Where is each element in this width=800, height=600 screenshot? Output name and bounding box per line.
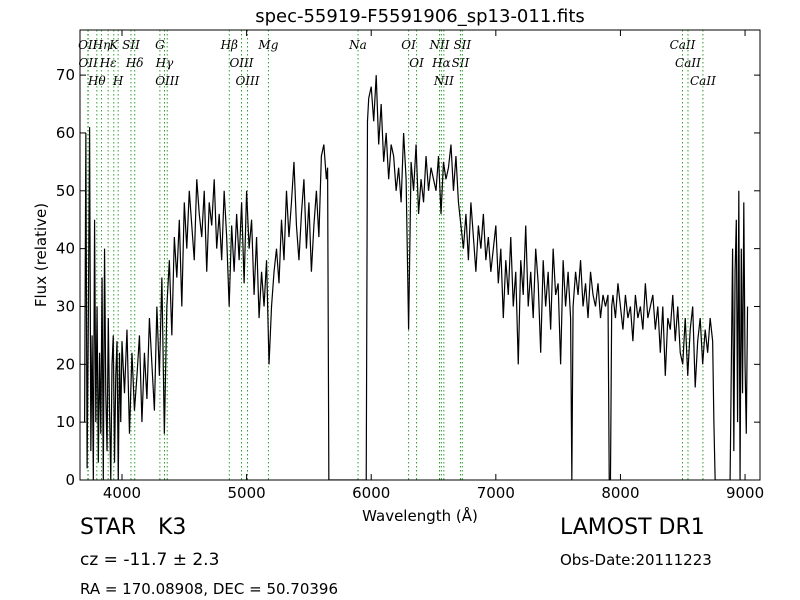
spectral-line-label: G — [155, 38, 165, 52]
spectral-line-label: Hγ — [155, 56, 174, 70]
x-tick-label: 6000 — [352, 484, 390, 502]
spectral-line-label: SII — [453, 38, 471, 52]
spectral-line-label: OIII — [229, 56, 253, 70]
y-tick-label: 30 — [56, 297, 75, 315]
spectral-line-label: Hδ — [125, 56, 144, 70]
plot-frame — [79, 29, 761, 481]
y-tick-label: 20 — [56, 355, 75, 373]
spectral-line-label: OI — [401, 38, 416, 52]
object-subclass: K3 — [158, 515, 186, 540]
spectral-line-label: OII — [79, 56, 99, 70]
y-tick-label: 50 — [56, 182, 75, 200]
x-tick-label: 5000 — [228, 484, 266, 502]
x-tick-label: 8000 — [601, 484, 639, 502]
spectral-line-label: Hη — [92, 38, 111, 52]
spectral-line-label: SII — [452, 56, 470, 70]
survey: LAMOST DR1 — [560, 515, 705, 540]
plot-area — [84, 75, 749, 480]
x-tick-label: 9000 — [726, 484, 764, 502]
spectral-line-label: OIII — [155, 74, 179, 88]
spectral-line-label: CaII — [690, 74, 716, 88]
object-class: STAR — [80, 515, 136, 540]
spectral-line-label: NII — [433, 74, 454, 88]
spectral-line-label: OI — [409, 56, 424, 70]
spectral-line-label: CaII — [675, 56, 701, 70]
y-tick-label: 10 — [56, 413, 75, 431]
y-tick-label: 0 — [65, 471, 75, 489]
obs-date: Obs-Date:20111223 — [560, 551, 712, 569]
y-tick-label: 40 — [56, 240, 75, 258]
spectral-line-label: Mg — [257, 38, 278, 52]
spectral-line-label: CaII — [670, 38, 696, 52]
y-tick-label: 70 — [56, 66, 75, 84]
spectral-line-label: Na — [348, 38, 367, 52]
spectral-line-label: Hε — [99, 56, 117, 70]
x-axis-label: Wavelength (Å) — [362, 506, 478, 525]
spectrum-line — [84, 75, 749, 480]
redshift: cz = -11.7 ± 2.3 — [80, 550, 219, 570]
spectral-line-label: H — [112, 74, 124, 88]
spectral-line-label: OIII — [235, 74, 259, 88]
spectral-line-label: K — [108, 38, 119, 52]
spectral-line-label: NII — [429, 38, 450, 52]
x-tick-label: 7000 — [477, 484, 515, 502]
chart-title: spec-55919-F5591906_sp13-011.fits — [255, 6, 585, 27]
y-tick-label: 60 — [56, 124, 75, 142]
y-axis-label: Flux (relative) — [32, 203, 50, 307]
spectral-line-label: OII — [78, 38, 98, 52]
spectral-line-label: Hα — [431, 56, 451, 70]
spectral-line-label: SII — [122, 38, 140, 52]
coordinates: RA = 170.08908, DEC = 50.70396 — [80, 580, 338, 598]
spectral-line-label: Hβ — [220, 38, 238, 52]
spectral-line-label: Hθ — [87, 74, 106, 88]
x-tick-label: 4000 — [103, 484, 141, 502]
